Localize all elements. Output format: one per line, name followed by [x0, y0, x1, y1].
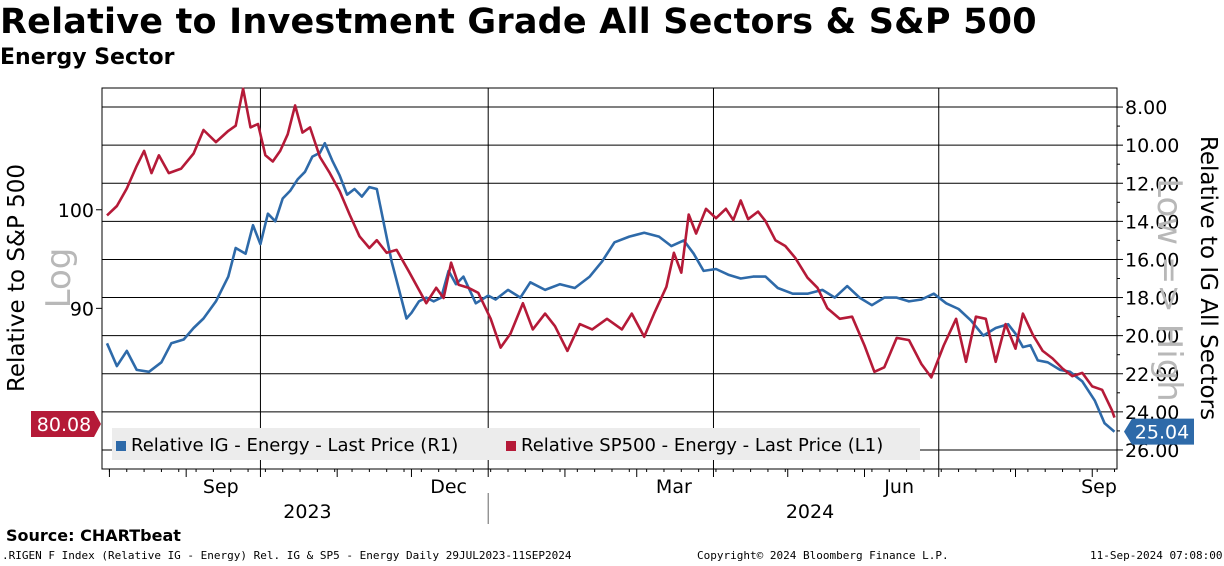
right-last-value: 25.04: [1135, 422, 1189, 444]
chart-subtitle: Energy Sector: [0, 45, 175, 70]
right-tick-label: 18.00: [1125, 288, 1179, 310]
right-axis-title: Relative to IG All Sectors: [1195, 136, 1221, 420]
x-year-label: 2023: [283, 501, 331, 523]
legend-swatch: [506, 441, 516, 451]
right-tick-label: 12.00: [1125, 173, 1179, 195]
left-last-value-badge: [31, 411, 101, 437]
series-line-sp500: [106, 87, 1116, 419]
legend-swatch: [116, 441, 126, 451]
right-tick-label: 8.00: [1125, 97, 1167, 119]
left-last-value: 80.08: [37, 414, 91, 436]
left-axis-title: Relative to S&P 500: [4, 164, 30, 392]
log-scale-watermark: Log: [39, 248, 79, 309]
right-tick-label: 14.00: [1125, 211, 1179, 233]
right-tick-label: 22.00: [1125, 364, 1179, 386]
right-tick-label: 26.00: [1125, 440, 1179, 462]
series-line-ig: [105, 141, 1116, 433]
chart-title: Relative to Investment Grade All Sectors…: [0, 2, 1037, 42]
left-tick-label: 90: [70, 298, 94, 320]
right-tick-label: 20.00: [1125, 326, 1179, 348]
legend-label: Relative SP500 - Energy - Last Price (L1…: [521, 435, 883, 456]
right-tick-label: 16.00: [1125, 249, 1179, 271]
x-month-label: Sep: [1081, 476, 1117, 498]
ticker-description: .RIGEN F Index (Relative IG - Energy) Re…: [2, 549, 572, 562]
right-tick-label: 10.00: [1125, 135, 1179, 157]
legend-label: Relative IG - Energy - Last Price (R1): [131, 435, 458, 456]
right-tick-label: 24.00: [1125, 402, 1179, 424]
x-year-label: 2024: [786, 501, 834, 523]
left-tick-label: 100: [58, 200, 94, 222]
x-month-label: Sep: [203, 476, 239, 498]
x-month-label: Jun: [883, 476, 914, 498]
direction-watermark: Low => High: [1149, 178, 1189, 402]
timestamp: 11-Sep-2024 07:08:00: [1090, 549, 1223, 562]
source-note: Source: CHARTbeat: [6, 526, 181, 545]
copyright-note: Copyright© 2024 Bloomberg Finance L.P.: [697, 549, 949, 562]
x-month-label: Dec: [430, 476, 467, 498]
right-last-value-badge: [1124, 418, 1194, 445]
x-month-label: Mar: [656, 476, 692, 498]
